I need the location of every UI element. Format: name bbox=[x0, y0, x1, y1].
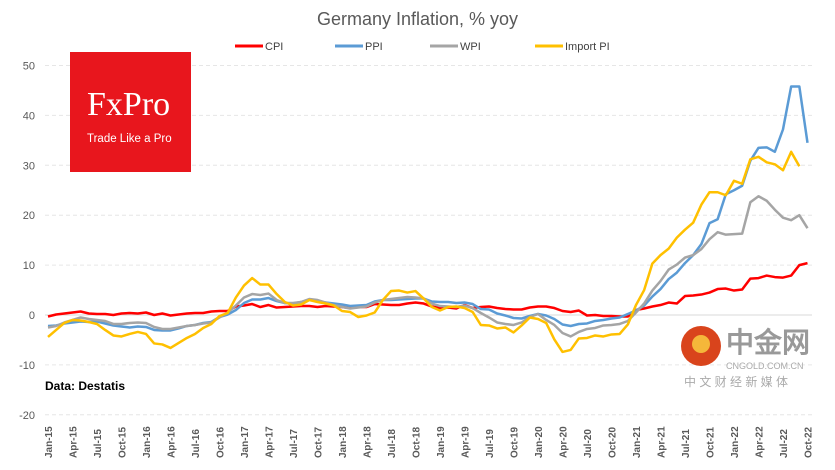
x-tick-label: Jul-18 bbox=[387, 429, 398, 458]
watermark-logo-icon bbox=[681, 326, 721, 366]
x-tick-label: Jan-17 bbox=[240, 426, 251, 458]
x-tick-label: Jan-18 bbox=[338, 426, 349, 458]
y-tick-label: -10 bbox=[19, 360, 35, 372]
legend-label: PPI bbox=[365, 41, 383, 53]
x-tick-label: Oct-22 bbox=[804, 426, 815, 458]
watermark: 中金网 CNGOLD.COM.CN 中 文 财 经 新 媒 体 bbox=[680, 325, 830, 391]
x-tick-label: Jan-21 bbox=[632, 426, 643, 458]
fxpro-logo: FxPro Trade Like a Pro bbox=[70, 52, 191, 172]
x-tick-label: Apr-17 bbox=[265, 426, 276, 458]
x-tick-label: Jul-19 bbox=[485, 429, 496, 458]
x-tick-label: Oct-18 bbox=[412, 426, 423, 458]
x-tick-label: Oct-16 bbox=[216, 426, 227, 458]
x-tick-label: Jan-19 bbox=[436, 426, 447, 458]
x-tick-label: Apr-20 bbox=[559, 426, 570, 458]
x-tick-label: Oct-17 bbox=[314, 426, 325, 458]
y-tick-label: 50 bbox=[23, 61, 35, 73]
x-tick-label: Jul-22 bbox=[779, 429, 790, 458]
x-tick-label: Jul-20 bbox=[583, 429, 594, 458]
x-tick-label: Apr-21 bbox=[657, 426, 668, 458]
y-tick-label: 20 bbox=[23, 210, 35, 222]
x-tick-label: Apr-16 bbox=[167, 426, 178, 458]
legend-label: CPI bbox=[265, 41, 283, 53]
watermark-name: 中金网 bbox=[726, 327, 811, 358]
x-tick-label: Jul-16 bbox=[191, 429, 202, 458]
y-tick-label: 30 bbox=[23, 160, 35, 172]
x-tick-label: Jan-15 bbox=[44, 426, 55, 458]
legend-label: Import PI bbox=[565, 41, 610, 53]
chart-title: Germany Inflation, % yoy bbox=[316, 9, 519, 29]
x-tick-label: Oct-20 bbox=[608, 426, 619, 458]
x-tick-label: Jan-16 bbox=[142, 426, 153, 458]
y-tick-label: 40 bbox=[23, 110, 35, 122]
x-tick-label: Oct-15 bbox=[118, 426, 129, 458]
x-tick-label: Jan-20 bbox=[534, 426, 545, 458]
x-tick-label: Apr-15 bbox=[69, 426, 80, 458]
logo-brand: FxPro bbox=[87, 86, 171, 123]
x-tick-label: Jan-22 bbox=[730, 426, 741, 458]
legend-label: WPI bbox=[460, 41, 481, 53]
x-tick-label: Jul-15 bbox=[93, 429, 104, 458]
watermark-url: CNGOLD.COM.CN bbox=[726, 361, 804, 371]
x-tick-label: Oct-21 bbox=[706, 426, 717, 458]
series-line-cpi bbox=[47, 261, 808, 318]
y-tick-label: -20 bbox=[19, 410, 35, 422]
x-tick-label: Apr-19 bbox=[461, 426, 472, 458]
x-tick-label: Oct-19 bbox=[510, 426, 521, 458]
x-tick-label: Apr-18 bbox=[363, 426, 374, 458]
x-tick-label: Apr-22 bbox=[755, 426, 766, 458]
y-tick-label: 0 bbox=[29, 310, 35, 322]
source-note: Data: Destatis bbox=[45, 379, 126, 393]
watermark-tagline: 中 文 财 经 新 媒 体 bbox=[684, 375, 789, 389]
x-tick-label: Jul-17 bbox=[289, 429, 300, 458]
series-line-import-pi bbox=[47, 150, 801, 354]
y-tick-label: 10 bbox=[23, 260, 35, 272]
x-tick-label: Jul-21 bbox=[681, 429, 692, 458]
logo-tagline: Trade Like a Pro bbox=[87, 133, 172, 145]
